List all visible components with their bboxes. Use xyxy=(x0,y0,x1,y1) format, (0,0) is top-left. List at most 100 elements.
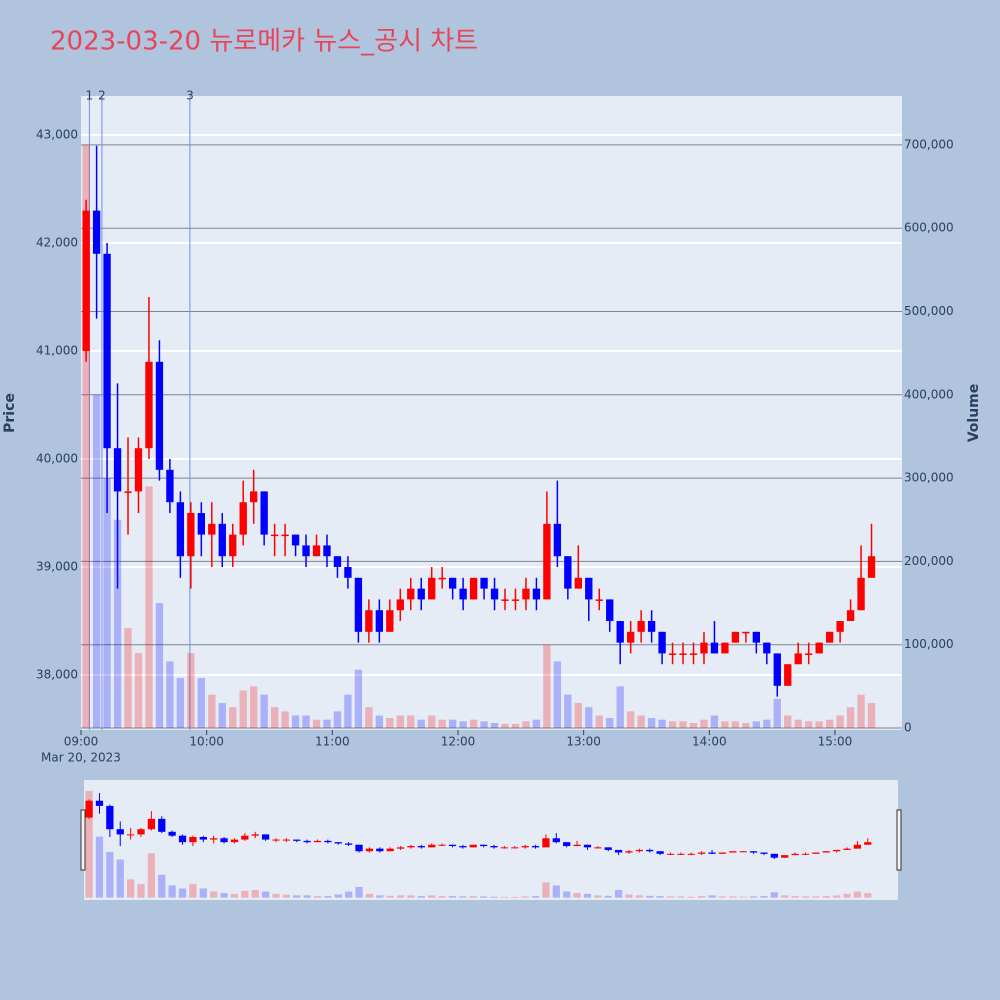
slider-candle-body xyxy=(635,849,644,852)
range-slider[interactable] xyxy=(84,780,898,900)
candle-body xyxy=(333,556,342,568)
y2-tick-label: 0 xyxy=(904,721,912,735)
slider-volume-bar xyxy=(417,896,425,898)
slider-handle[interactable] xyxy=(80,809,86,871)
candle-body xyxy=(459,588,467,600)
slider-candle-body xyxy=(760,852,768,854)
slider-volume-bar xyxy=(490,896,498,898)
slider-volume-bar xyxy=(573,893,581,898)
y2-tick-label: 600,000 xyxy=(904,221,954,235)
candle-body xyxy=(323,545,331,557)
slider-handle[interactable] xyxy=(896,809,902,871)
candle-body xyxy=(197,513,205,535)
y-tick-label: 40,000 xyxy=(36,452,78,466)
candle-body xyxy=(396,599,404,611)
volume-bar xyxy=(668,721,677,729)
candle-body xyxy=(291,534,300,546)
slider-candle-body xyxy=(677,853,685,855)
volume-bar xyxy=(480,721,488,729)
slider-candle-body xyxy=(220,838,228,843)
slider-volume-bar xyxy=(843,893,851,898)
slider-candle-body xyxy=(521,846,529,848)
chart-title: 2023-03-20 뉴로메카 뉴스_공시 차트 xyxy=(50,27,478,57)
volume-bar xyxy=(302,715,310,729)
slider-candle-body xyxy=(147,818,156,830)
slider-candle-body xyxy=(293,839,301,841)
annotation-label: 1 xyxy=(86,89,94,103)
slider-candle-body xyxy=(479,844,488,847)
slider-volume-bar xyxy=(407,895,415,898)
candle-body xyxy=(763,642,771,654)
slider-volume-bar xyxy=(500,896,509,898)
volume-bar xyxy=(197,678,205,729)
slider-candle-body xyxy=(417,846,425,848)
slider-candle-body xyxy=(812,852,820,854)
volume-bar xyxy=(459,721,467,729)
candle-body xyxy=(312,545,321,557)
slider-candle-body xyxy=(407,846,415,848)
slider-volume-bar xyxy=(448,896,457,898)
slider-candle-body xyxy=(864,842,872,845)
candle-body xyxy=(679,653,687,655)
volume-bar xyxy=(176,678,185,729)
slider-volume-bar xyxy=(542,882,550,898)
candle-body xyxy=(647,621,656,632)
slider-candle-body xyxy=(158,818,166,832)
slider-volume-bar xyxy=(708,895,716,898)
slider-candle-body xyxy=(376,848,384,852)
candle-body xyxy=(815,642,823,654)
volume-bar xyxy=(291,715,300,729)
slider-volume-bar xyxy=(511,896,519,898)
slider-candle-body xyxy=(95,800,104,806)
slider-candle-body xyxy=(594,847,602,849)
volume-bar xyxy=(700,719,708,729)
candle-body xyxy=(145,361,153,449)
slider-volume-bar xyxy=(760,896,768,898)
annotation-label: 2 xyxy=(98,89,106,103)
candle-body xyxy=(773,653,781,686)
slider-candle-body xyxy=(531,846,540,848)
slider-volume-bar xyxy=(625,894,633,898)
volume-bar xyxy=(438,719,446,729)
volume-bar xyxy=(784,715,792,729)
volume-bar xyxy=(166,661,174,729)
slider-volume-bar xyxy=(282,894,290,898)
slider-candle-body xyxy=(334,842,342,844)
slider-candle-body xyxy=(718,852,727,854)
slider-volume-bar xyxy=(220,893,228,898)
candle-body xyxy=(469,577,478,600)
volume-bar xyxy=(375,715,384,729)
volume-bar xyxy=(857,694,865,729)
slider-candle-body xyxy=(739,851,747,853)
candle-body xyxy=(700,642,708,654)
candle-body xyxy=(595,599,603,601)
slider-candle-body xyxy=(210,838,218,840)
slider-candle-body xyxy=(261,834,270,840)
volume-bar xyxy=(616,686,624,729)
y2-tick-label: 200,000 xyxy=(904,554,954,568)
candle-body xyxy=(229,534,237,557)
volume-bar xyxy=(553,661,562,729)
slider-volume-bar xyxy=(459,896,467,898)
candle-body xyxy=(417,588,425,600)
y-tick-label: 39,000 xyxy=(36,560,78,574)
volume-bar xyxy=(763,719,771,729)
slider-volume-bar xyxy=(345,891,353,898)
volume-bar xyxy=(794,719,802,729)
candle-body xyxy=(564,556,572,589)
candle-body xyxy=(794,653,802,665)
y2-axis-title: Volume xyxy=(966,384,982,443)
slider-volume-bar xyxy=(604,895,612,898)
y-tick-label: 38,000 xyxy=(36,668,78,682)
volume-bar xyxy=(218,703,226,729)
slider-candle-body xyxy=(625,851,633,853)
slider-volume-bar xyxy=(583,893,592,898)
slider-candle-body xyxy=(137,829,145,835)
slider-volume-bar xyxy=(791,896,799,898)
volume-bar xyxy=(731,721,740,729)
slider-candle-body xyxy=(511,847,519,849)
slider-volume-bar xyxy=(749,896,758,898)
candle-body xyxy=(448,577,457,589)
volume-bar xyxy=(250,686,258,729)
volume-bar xyxy=(574,703,582,729)
